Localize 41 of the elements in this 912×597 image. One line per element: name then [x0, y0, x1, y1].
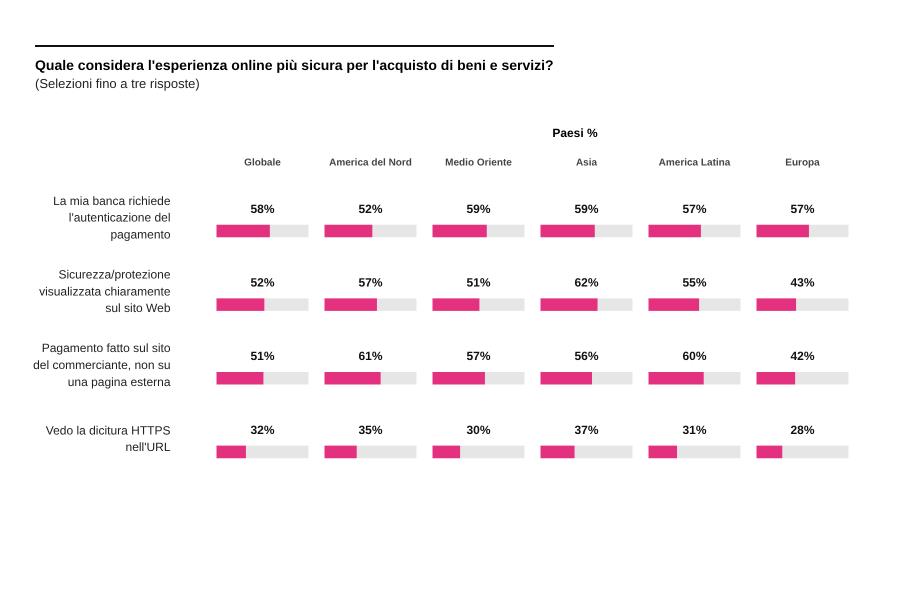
- data-label: 62%: [574, 276, 599, 290]
- data-label: 57%: [466, 349, 491, 364]
- data-label: 28%: [790, 422, 815, 437]
- bar: [648, 446, 678, 458]
- y-tick-label: Pagamento fatto sul sito del commerciante, non su una pagina esterna: [33, 341, 171, 389]
- data-label: 37%: [574, 422, 599, 437]
- text: Quale considera l'esperienza online più sicura per l'acquisto di beni e servizi?: [35, 45, 554, 75]
- data-label: 30%: [466, 422, 491, 437]
- y-tick-label: La mia banca richiede l'autenticazione del pagamento: [53, 194, 171, 242]
- chart-title: America Latina: [658, 158, 731, 168]
- chart-title: Europa: [785, 158, 820, 168]
- bar: [432, 446, 460, 458]
- data-label: 55%: [682, 276, 707, 290]
- data-label: 60%: [682, 349, 707, 364]
- data-label: 58%: [250, 202, 275, 216]
- data-label: 43%: [790, 276, 815, 290]
- data-label: 57%: [790, 202, 815, 216]
- data-label: 57%: [682, 202, 707, 216]
- data-label: 59%: [466, 202, 491, 216]
- data-label: 56%: [574, 349, 599, 364]
- data-label: 59%: [574, 202, 599, 216]
- text: Paesi %: [551, 125, 599, 142]
- chart-title: Asia: [576, 158, 598, 168]
- chart-title: America del Nord: [329, 158, 412, 168]
- data-label: 52%: [358, 202, 383, 216]
- y-tick-label: Vedo la dicitura HTTPS nell'URL: [46, 423, 171, 454]
- data-label: 52%: [250, 276, 275, 290]
- bar: [216, 446, 246, 458]
- chart-title: Medio Oriente: [445, 158, 512, 168]
- data-label: 32%: [250, 422, 275, 437]
- data-label: 51%: [250, 349, 275, 364]
- data-label: 51%: [466, 276, 491, 290]
- data-label: 31%: [682, 422, 707, 437]
- bar: [756, 446, 782, 458]
- data-label: 61%: [358, 349, 383, 364]
- data-label: 57%: [358, 276, 383, 290]
- data-label: 35%: [358, 422, 383, 437]
- chart-title: Globale: [244, 158, 282, 168]
- text: (Selezioni fino a tre risposte): [35, 75, 201, 93]
- y-tick-label: Sicurezza/protezione visualizzata chiaramente sul sito Web: [39, 268, 171, 316]
- data-label: 42%: [790, 349, 815, 364]
